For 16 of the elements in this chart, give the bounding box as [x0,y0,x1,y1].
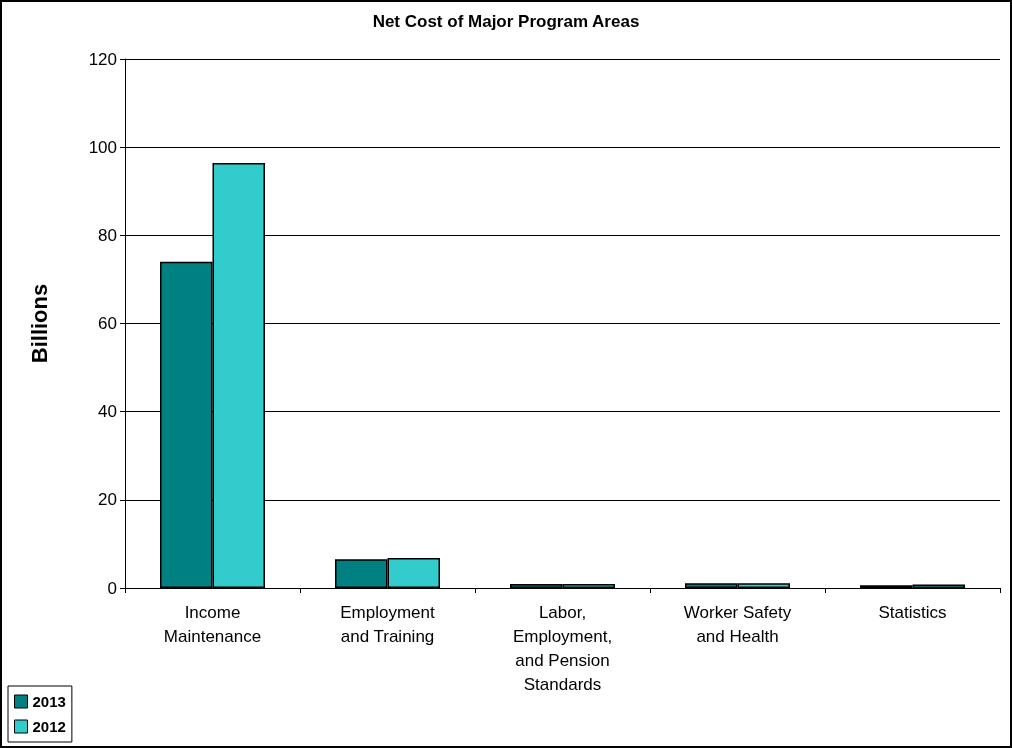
legend-label: 2012 [32,718,66,735]
y-tick-label: 120 [88,49,117,69]
y-tick-label: 60 [98,314,117,333]
x-tick-label: Employment and Training [340,602,436,646]
y-tick-label: 80 [98,225,117,245]
x-tick-label: Income Maintenance [163,602,262,646]
y-tick-label: 20 [98,490,117,510]
x-tick-label: Worker Safety and Health [683,602,792,646]
legend-label: 2013 [32,693,66,710]
chart-title: Net Cost of Major Program Areas [372,12,640,31]
x-tick-label: Labor, Employment, and Pension Standards [512,602,613,694]
y-tick-label: 0 [107,578,117,598]
x-tick-label: Statistics [878,602,947,622]
y-tick-label: 40 [98,402,117,422]
y-tick-label: 100 [88,137,117,157]
y-axis-title: Billions [26,283,52,364]
